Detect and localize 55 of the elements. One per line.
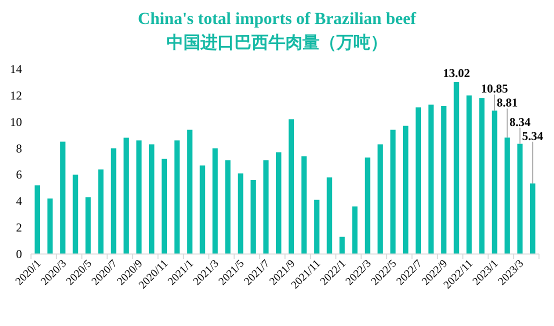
bar — [212, 148, 218, 254]
y-tick-label: 0 — [16, 247, 22, 261]
bar — [352, 206, 358, 254]
bar — [162, 158, 168, 254]
bar — [110, 148, 116, 254]
bar — [339, 236, 345, 254]
y-tick-label: 2 — [16, 220, 22, 235]
bar — [314, 200, 320, 254]
chart-subtitle: 中国进口巴西牛肉量（万吨） — [166, 33, 388, 52]
bar — [34, 185, 40, 254]
bar — [492, 110, 498, 254]
bar — [276, 152, 282, 254]
bar — [326, 177, 332, 254]
y-tick-label: 12 — [10, 88, 22, 102]
bar — [390, 130, 396, 254]
bar — [85, 197, 91, 254]
bar — [428, 104, 434, 254]
bar — [517, 144, 523, 254]
y-tick-label: 4 — [16, 194, 22, 208]
bar — [250, 180, 256, 254]
bar — [72, 174, 78, 254]
bar — [530, 183, 536, 254]
bar — [441, 106, 446, 254]
data-label: 13.02 — [442, 66, 470, 80]
data-label: 8.81 — [496, 96, 518, 110]
bar — [47, 198, 53, 254]
bar — [416, 107, 422, 254]
data-label: 8.34 — [509, 114, 530, 129]
data-label: 10.85 — [481, 82, 508, 96]
bar — [479, 98, 485, 254]
bar — [504, 138, 510, 254]
bar — [136, 140, 142, 254]
bar — [378, 144, 383, 254]
bar — [364, 158, 370, 254]
bar — [466, 95, 472, 254]
bar — [238, 173, 244, 254]
y-tick-label: 6 — [16, 168, 22, 182]
y-tick-label: 8 — [16, 141, 22, 156]
bar — [187, 130, 192, 254]
bar — [454, 82, 460, 254]
bar — [124, 138, 129, 254]
bar — [225, 160, 231, 254]
chart-title: China's total imports of Brazilian beef — [138, 9, 416, 28]
bar — [148, 144, 154, 254]
bar — [200, 165, 206, 254]
bar — [301, 156, 307, 254]
bar — [263, 160, 269, 254]
data-label: 5.34 — [522, 128, 544, 143]
bar — [288, 119, 294, 254]
bar — [402, 126, 408, 254]
bar — [98, 169, 104, 254]
y-tick-label: 14 — [10, 62, 22, 76]
bar — [60, 142, 66, 254]
bar — [174, 140, 180, 254]
y-tick-label: 10 — [10, 114, 22, 129]
